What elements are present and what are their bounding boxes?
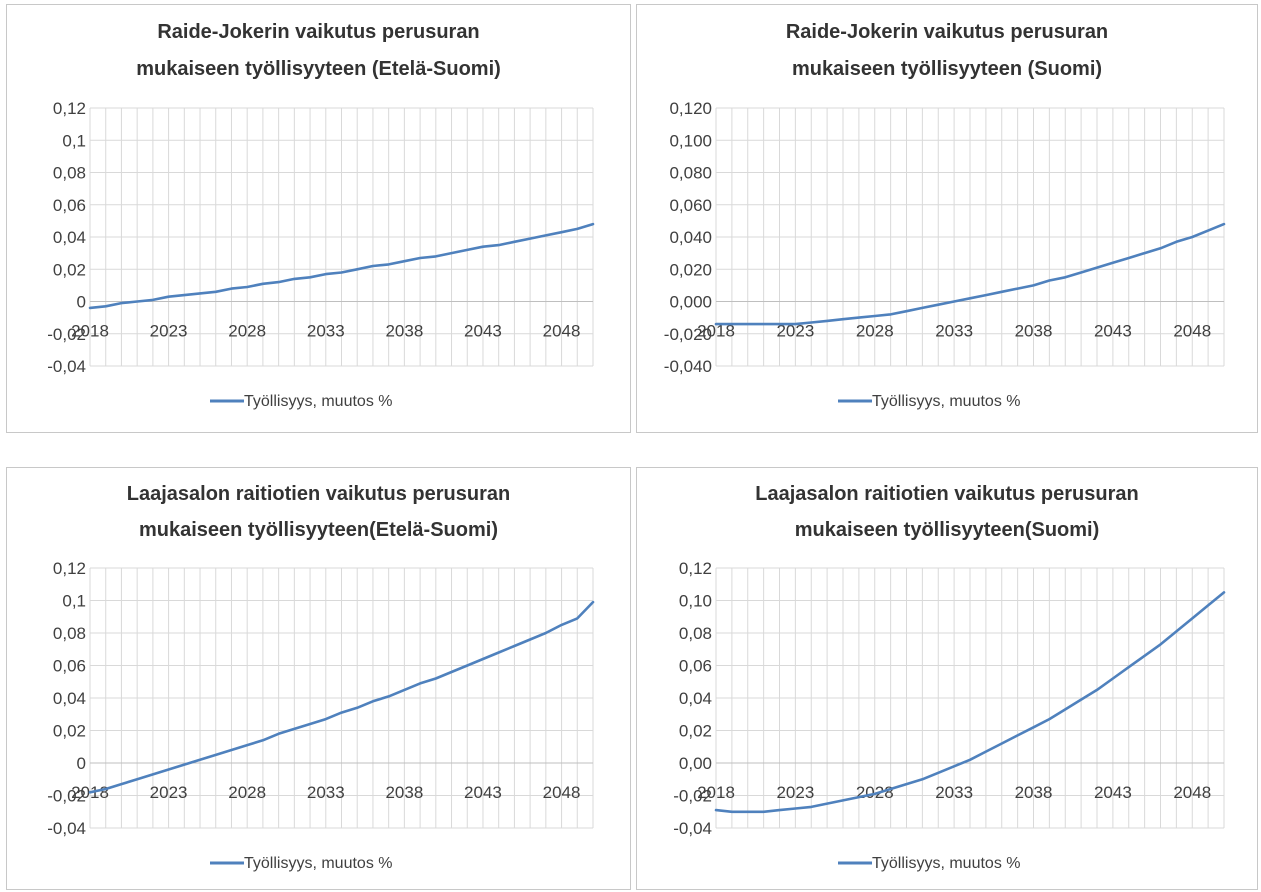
chart-title: mukaiseen työllisyyteen(Suomi) <box>795 519 1100 541</box>
x-tick-label: 2043 <box>1094 783 1132 802</box>
y-tick-label: 0,02 <box>53 722 86 741</box>
x-tick-label: 2048 <box>1173 783 1211 802</box>
y-tick-label: 0,08 <box>53 164 86 183</box>
x-tick-label: 2043 <box>464 783 502 802</box>
chart-panel-bottom-right <box>636 467 1258 890</box>
x-tick-label: 2033 <box>935 322 973 341</box>
y-tick-label: -0,020 <box>664 325 712 344</box>
chart-title: Laajasalon raitiotien vaikutus perusuran <box>755 483 1138 505</box>
x-tick-label: 2018 <box>697 322 735 341</box>
legend-label: Työllisyys, muutos % <box>244 855 392 872</box>
chart-2: 0,120 0,100 0,080 0,060 0,040 0,020 0,000 -0,02… <box>664 21 1226 410</box>
series-line <box>714 222 1226 326</box>
chart-title: mukaiseen työllisyyteen (Suomi) <box>792 58 1102 80</box>
x-tick-label: 2038 <box>1015 783 1053 802</box>
x-tick-label: 2023 <box>150 322 188 341</box>
legend-label: Työllisyys, muutos % <box>872 393 1020 410</box>
x-tick-label: 2018 <box>71 322 109 341</box>
y-tick-label: -0,04 <box>47 819 86 838</box>
x-tick-label: 2043 <box>464 322 502 341</box>
y-tick-label: 0,1 <box>62 592 86 611</box>
y-tick-label: 0,06 <box>53 196 86 215</box>
y-tick-label: 0,12 <box>53 559 86 578</box>
x-tick-label: 2033 <box>935 783 973 802</box>
x-tick-label: 2023 <box>776 783 814 802</box>
y-tick-label: 0,06 <box>53 657 86 676</box>
series-line <box>714 591 1226 814</box>
y-tick-label: 0,00 <box>679 754 712 773</box>
chart-title: mukaiseen työllisyyteen (Etelä-Suomi) <box>136 58 501 80</box>
chart-panel-top-right <box>636 4 1258 433</box>
chart-title: Laajasalon raitiotien vaikutus perusuran <box>127 483 510 505</box>
x-tick-label: 2038 <box>385 322 423 341</box>
legend-label: Työllisyys, muutos % <box>872 855 1020 872</box>
chart-title: mukaiseen työllisyyteen(Etelä-Suomi) <box>139 519 498 541</box>
y-tick-label: 0,120 <box>669 99 712 118</box>
y-tick-label: 0 <box>77 754 86 773</box>
x-tick-label: 2048 <box>543 783 581 802</box>
y-tick-label: 0,02 <box>679 722 712 741</box>
y-tick-label: 0 <box>77 293 86 312</box>
x-tick-label: 2028 <box>228 783 266 802</box>
y-tick-label: 0,12 <box>53 99 86 118</box>
series-line <box>88 222 595 310</box>
y-tick-label: -0,04 <box>47 357 86 376</box>
y-tick-label: 0,10 <box>679 592 712 611</box>
x-tick-label: 2023 <box>150 783 188 802</box>
chart-title: Raide-Jokerin vaikutus perusuran <box>157 21 479 43</box>
x-tick-label: 2038 <box>385 783 423 802</box>
x-tick-label: 2018 <box>697 783 735 802</box>
chart-panel-bottom-left <box>6 467 631 890</box>
y-tick-label: 0,06 <box>679 657 712 676</box>
y-tick-label: -0,02 <box>47 325 86 344</box>
x-tick-label: 2028 <box>856 783 894 802</box>
y-tick-label: 0,040 <box>669 228 712 247</box>
y-tick-label: 0,02 <box>53 260 86 279</box>
y-tick-label: 0,08 <box>53 624 86 643</box>
x-tick-label: 2033 <box>307 322 345 341</box>
x-tick-label: 2048 <box>1173 322 1211 341</box>
chart-1: 0,12 0,1 0,08 0,06 0,04 0,02 0 -0,02 -0,04 2018 20… <box>47 21 595 410</box>
legend-label: Työllisyys, muutos % <box>244 393 392 410</box>
y-tick-label: 0,04 <box>679 689 712 708</box>
chart-title: Raide-Jokerin vaikutus perusuran <box>786 21 1108 43</box>
y-tick-label: 0,08 <box>679 624 712 643</box>
y-tick-label: 0,12 <box>679 559 712 578</box>
y-tick-label: -0,02 <box>673 787 712 806</box>
x-tick-label: 2048 <box>543 322 581 341</box>
y-tick-label: -0,04 <box>673 819 712 838</box>
series-line <box>88 600 595 794</box>
y-tick-label: 0,020 <box>669 260 712 279</box>
y-tick-label: -0,02 <box>47 787 86 806</box>
x-tick-label: 2028 <box>856 322 894 341</box>
x-tick-label: 2033 <box>307 783 345 802</box>
x-tick-label: 2028 <box>228 322 266 341</box>
y-tick-label: 0,04 <box>53 228 86 247</box>
y-tick-label: 0,080 <box>669 164 712 183</box>
y-tick-label: 0,100 <box>669 131 712 150</box>
x-tick-label: 2038 <box>1015 322 1053 341</box>
x-tick-label: 2023 <box>776 322 814 341</box>
y-tick-label: -0,040 <box>664 357 712 376</box>
y-tick-label: 0,000 <box>669 293 712 312</box>
chart-panel-top-left <box>6 4 631 433</box>
chart-4: 0,12 0,10 0,08 0,06 0,04 0,02 0,00 -0,02 -0,04 20… <box>673 483 1226 872</box>
y-tick-label: 0,1 <box>62 131 86 150</box>
y-tick-label: 0,04 <box>53 689 86 708</box>
x-tick-label: 2043 <box>1094 322 1132 341</box>
y-tick-label: 0,060 <box>669 196 712 215</box>
